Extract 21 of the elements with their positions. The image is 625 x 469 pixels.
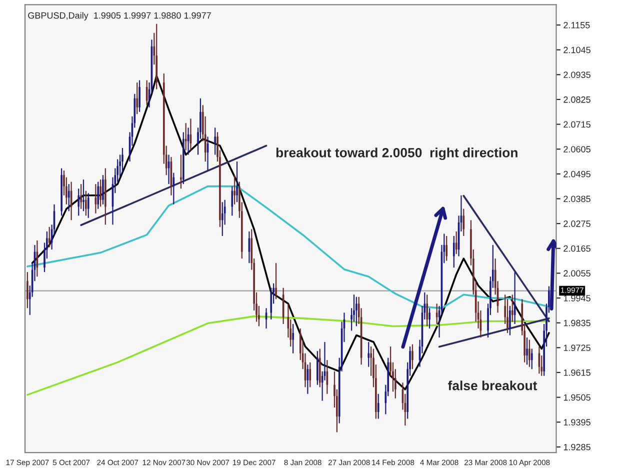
y-tick-label: 1.9725 — [564, 344, 590, 352]
y-tick-label: 2.0715 — [564, 121, 590, 128]
annotation: false breakout — [448, 380, 538, 390]
y-tick-label: 1.9945 — [564, 294, 590, 302]
y-tick-label: 2.0165 — [564, 245, 590, 252]
y-tick-label: 2.0385 — [564, 196, 590, 202]
y-tick-label: 2.0495 — [564, 170, 590, 178]
y-tick-label: 1.9505 — [564, 394, 590, 401]
y-tick-label: 2.0605 — [564, 146, 590, 152]
text: GBPUSD,Daily 1.9905 1.9997 1.9880 1.9977 — [28, 12, 211, 20]
y-tick-label: 2.1155 — [564, 22, 590, 28]
annotation: breakout toward 2.0050 right direction — [276, 148, 518, 160]
y-tick-label: 1.9615 — [564, 369, 590, 376]
y-tick-label: 1.9395 — [564, 419, 590, 426]
y-tick-label: 2.0825 — [564, 96, 590, 103]
y-tick-label: 2.1045 — [564, 46, 590, 54]
y-tick-label: 2.0935 — [564, 72, 590, 78]
y-tick-label: 2.0275 — [564, 220, 590, 227]
y-tick-label: 2.0055 — [564, 270, 590, 277]
y-tick-label: 1.9835 — [564, 320, 590, 326]
y-tick-label: 1.9285 — [564, 444, 590, 450]
